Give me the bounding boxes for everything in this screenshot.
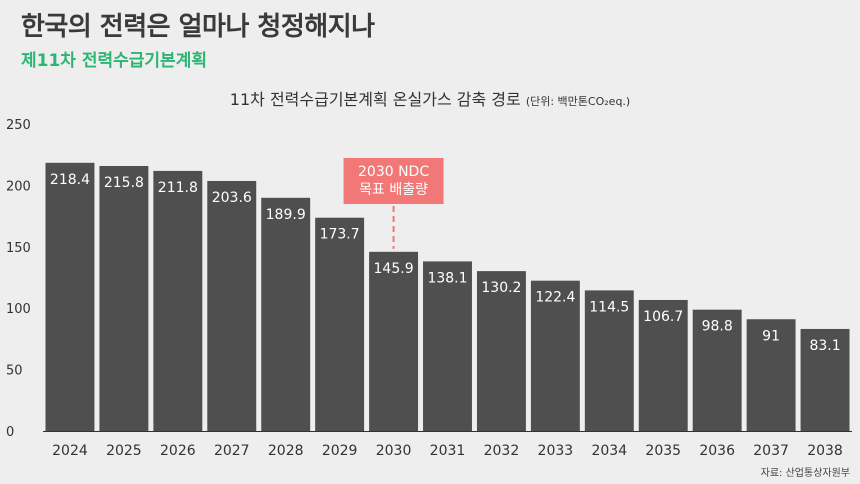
bar-2032 bbox=[476, 271, 526, 431]
data-label: 83.1 bbox=[809, 338, 840, 354]
y-tick-label: 200 bbox=[6, 179, 31, 194]
x-tick-label: 2033 bbox=[538, 443, 574, 459]
annotation-text: 2030 NDC bbox=[358, 164, 429, 180]
y-tick-label: 100 bbox=[6, 302, 31, 317]
bar-2038 bbox=[800, 328, 850, 431]
data-label: 98.8 bbox=[702, 319, 733, 335]
data-label: 218.4 bbox=[50, 172, 90, 188]
x-tick-label: 2026 bbox=[160, 443, 196, 459]
data-label: 203.6 bbox=[212, 190, 252, 206]
y-tick-label: 50 bbox=[6, 364, 23, 379]
bar-2027 bbox=[207, 180, 257, 431]
data-label: 106.7 bbox=[643, 309, 683, 325]
data-label: 138.1 bbox=[427, 270, 467, 286]
data-label: 215.8 bbox=[104, 175, 144, 191]
chart-title-text: 11차 전력수급기본계획 온실가스 감축 경로 bbox=[229, 90, 521, 109]
bar-2024 bbox=[45, 162, 95, 431]
y-tick-label: 250 bbox=[6, 118, 31, 133]
x-tick-label: 2030 bbox=[376, 443, 412, 459]
data-label: 114.5 bbox=[589, 299, 629, 315]
x-tick-label: 2032 bbox=[484, 443, 520, 459]
bar-2029 bbox=[315, 217, 365, 431]
x-tick-label: 2038 bbox=[807, 443, 843, 459]
x-tick-label: 2036 bbox=[699, 443, 735, 459]
x-tick-label: 2034 bbox=[591, 443, 627, 459]
bar-2031 bbox=[423, 261, 472, 431]
x-tick-label: 2037 bbox=[753, 443, 789, 459]
y-tick-label: 150 bbox=[6, 241, 31, 256]
chart-unit: (단위: 백만톤CO₂eq.) bbox=[525, 95, 631, 108]
bar-2026 bbox=[153, 170, 203, 431]
x-tick-label: 2029 bbox=[322, 443, 358, 459]
x-tick-label: 2035 bbox=[645, 443, 681, 459]
source-note: 자료: 산업통상자원부 bbox=[760, 468, 850, 479]
y-tick-label: 0 bbox=[6, 425, 14, 440]
bar-2037 bbox=[746, 319, 796, 431]
data-label: 173.7 bbox=[320, 227, 360, 243]
data-label: 130.2 bbox=[481, 280, 521, 296]
x-tick-label: 2027 bbox=[214, 443, 250, 459]
data-label: 122.4 bbox=[535, 290, 575, 306]
bar-2028 bbox=[261, 197, 311, 431]
annotation-box bbox=[343, 158, 444, 204]
page-subtitle: 제11차 전력수급기본계획 bbox=[21, 51, 207, 71]
x-tick-label: 2024 bbox=[52, 443, 88, 459]
x-tick-label: 2028 bbox=[268, 443, 304, 459]
data-label: 91 bbox=[762, 328, 780, 344]
bar-2034 bbox=[584, 290, 634, 431]
bar-2025 bbox=[99, 165, 149, 431]
annotation-text: 목표 배출량 bbox=[359, 182, 428, 198]
x-tick-label: 2025 bbox=[106, 443, 142, 459]
bar-2030 bbox=[369, 251, 419, 431]
chart-title: 11차 전력수급기본계획 온실가스 감축 경로 (단위: 백만톤CO₂eq.) bbox=[0, 86, 860, 110]
bar-2033 bbox=[530, 280, 580, 431]
data-label: 189.9 bbox=[266, 207, 306, 223]
bar-2035 bbox=[638, 299, 688, 431]
x-tick-label: 2031 bbox=[430, 443, 466, 459]
bar-2036 bbox=[692, 309, 742, 431]
page-title: 한국의 전력은 얼마나 청정해지나 bbox=[21, 12, 375, 42]
data-label: 145.9 bbox=[374, 261, 414, 277]
data-label: 211.8 bbox=[158, 180, 198, 196]
